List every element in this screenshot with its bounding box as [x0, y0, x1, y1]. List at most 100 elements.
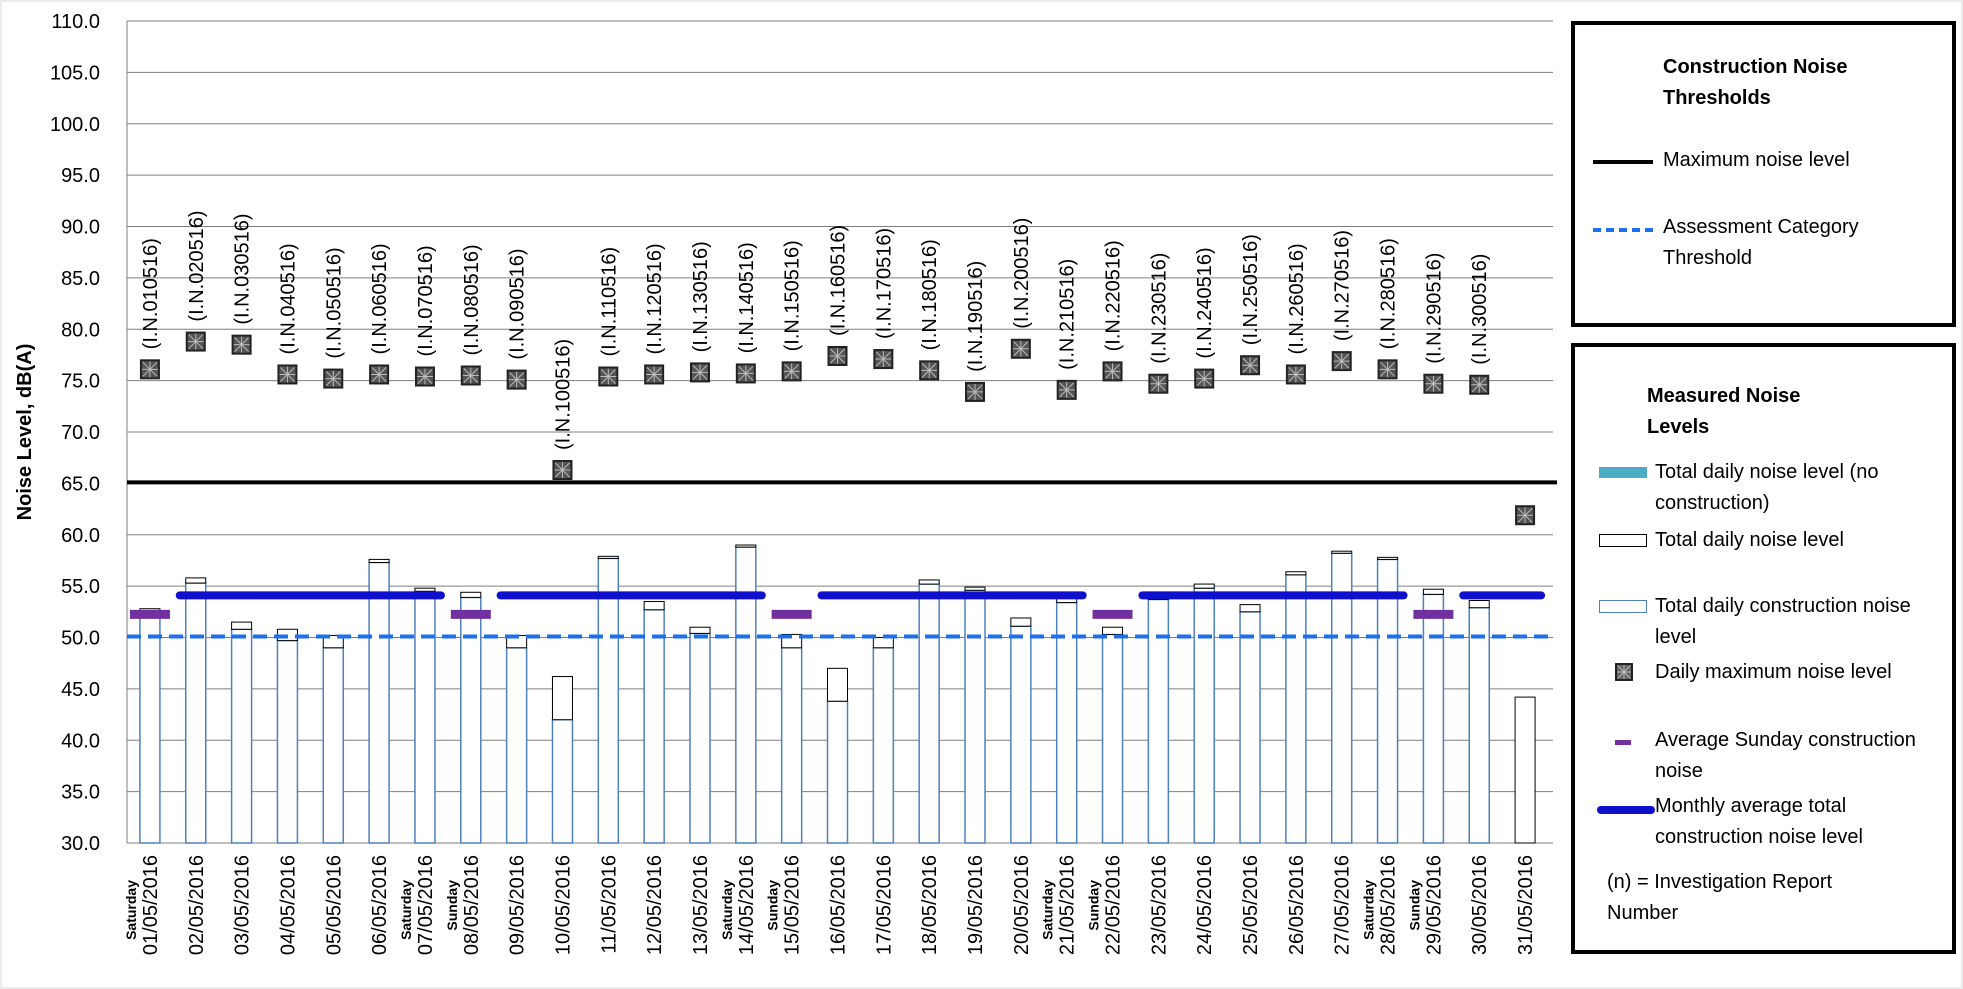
construction-bar [1055, 601, 1078, 844]
report-number-label: (I.N.220516) [1103, 240, 1125, 351]
daily-max-marker [506, 369, 527, 390]
measured-legend-title: Measured Noise Levels [1647, 385, 1801, 438]
daily-max-marker [827, 345, 848, 366]
total-noise-bar [827, 667, 848, 702]
total-noise-bar [735, 544, 757, 548]
x-category-label: 18/05/2016 [919, 855, 941, 955]
threshold-legend-label: Assessment Category Threshold [1663, 216, 1859, 269]
daily-max-marker [965, 381, 986, 402]
daily-max-marker [139, 359, 160, 380]
total-noise-bar [689, 626, 711, 634]
x-category-label: 06/05/2016 [369, 855, 391, 955]
no-construction-swatch [1599, 467, 1647, 478]
x-category-label: 31/05/2016 [1515, 855, 1537, 955]
construction-legend-label: Total daily construction noise level [1655, 595, 1911, 648]
daily-max-marker [1194, 368, 1215, 389]
report-number-label: (I.N.240516) [1194, 247, 1216, 358]
y-tick-label: 100.0 [50, 114, 100, 136]
construction-bar [597, 557, 620, 844]
total-noise-bar [872, 637, 894, 649]
x-category-label: 07/05/2016 [415, 855, 437, 955]
daily-max-marker-hatch [1379, 361, 1396, 378]
daily-max-marker-hatch [371, 366, 388, 383]
report-number-label: (I.N.080516) [461, 244, 483, 355]
total-noise-bar [1377, 556, 1399, 560]
report-number-label: (I.N.070516) [415, 245, 437, 356]
daily-max-marker [644, 364, 665, 385]
x-category-label: 25/05/2016 [1240, 855, 1262, 955]
report-number-label: (I.N.030516) [232, 213, 254, 324]
x-category-label: 27/05/2016 [1332, 855, 1354, 955]
daily-max-marker-hatch [1196, 370, 1213, 387]
report-number-label: (I.N.120516) [644, 243, 666, 354]
construction-bar [414, 590, 436, 844]
total-noise-bar [460, 591, 482, 598]
daily-max-marker [735, 363, 756, 384]
daily-max-marker-hatch [1104, 363, 1121, 380]
x-category-label: 14/05/2016 [736, 855, 758, 955]
y-tick-label: 85.0 [61, 268, 100, 290]
max-noise-marker-legend-label: Daily maximum noise level [1655, 661, 1892, 683]
x-category-label: 15/05/2016 [782, 855, 804, 955]
daily-max-marker [689, 362, 710, 383]
report-number-label: (I.N.150516) [782, 240, 804, 351]
daily-max-marker-hatch [1242, 357, 1259, 374]
y-tick-label: 70.0 [61, 422, 100, 444]
construction-bar [460, 596, 482, 844]
x-category-label: 09/05/2016 [507, 855, 529, 955]
report-number-label: (I.N.200516) [1011, 218, 1033, 329]
total-noise-bar [1239, 604, 1261, 613]
daily-max-marker [781, 361, 802, 382]
construction-bar [872, 647, 895, 844]
x-category-label: 16/05/2016 [828, 855, 850, 955]
x-category-label: 04/05/2016 [277, 855, 299, 955]
construction-bar [780, 647, 803, 844]
construction-bar [1101, 633, 1124, 844]
report-number-label: (I.N.290516) [1423, 253, 1445, 364]
x-category-label: 28/05/2016 [1378, 855, 1400, 955]
y-tick-label: 90.0 [61, 217, 100, 239]
construction-bar [1239, 611, 1261, 844]
daily-max-marker [185, 331, 206, 352]
report-number-label: (I.N.280516) [1378, 238, 1400, 349]
report-number-label: (I.N.180516) [919, 239, 941, 350]
x-day-label: Saturday [1040, 880, 1056, 940]
total-noise-bar [185, 577, 207, 584]
y-tick-label: 40.0 [61, 730, 100, 752]
construction-bar [689, 632, 711, 844]
x-day-label: Sunday [765, 880, 781, 931]
daily-max-marker-hatch [921, 362, 938, 379]
total-noise-bar [322, 634, 344, 649]
construction-bar [826, 700, 849, 844]
y-tick-label: 35.0 [61, 782, 100, 804]
report-number-label: (I.N.090516) [507, 248, 529, 359]
sunday-avg-legend-label: Average Sunday construction noise [1655, 729, 1916, 782]
x-category-label: 17/05/2016 [873, 855, 895, 955]
sunday-average-marker [1092, 609, 1133, 619]
daily-max-marker-hatch [875, 351, 892, 368]
total-daily-swatch [1599, 534, 1647, 547]
daily-max-marker-hatch [416, 368, 433, 385]
daily-max-marker [1148, 373, 1169, 394]
max-noise-line-swatch [1593, 160, 1653, 164]
daily-max-marker-hatch [462, 367, 479, 384]
daily-max-marker [1469, 374, 1490, 395]
x-day-label: Sunday [1406, 880, 1422, 931]
x-day-label: Saturday [398, 880, 414, 940]
y-tick-label: 110.0 [51, 11, 100, 33]
sunday-average-marker [1413, 609, 1454, 619]
daily-max-marker-hatch [1012, 340, 1029, 357]
report-number-label: (I.N.210516) [1057, 259, 1079, 370]
daily-max-marker-hatch [1471, 376, 1488, 393]
report-number-label: (I.N.230516) [1148, 253, 1170, 364]
total-noise-bar [231, 621, 253, 630]
x-category-label: 29/05/2016 [1423, 855, 1445, 955]
daily-max-marker [552, 460, 573, 481]
daily-max-marker [1010, 338, 1031, 359]
construction-bar [505, 647, 528, 844]
thresholds-legend-title: Construction Noise Thresholds [1663, 56, 1848, 109]
measured-legend: Measured Noise Levels Total daily noise … [1571, 343, 1956, 954]
daily-max-marker-hatch [783, 363, 800, 380]
total-noise-bar [597, 555, 619, 559]
daily-max-marker-hatch [187, 333, 204, 350]
